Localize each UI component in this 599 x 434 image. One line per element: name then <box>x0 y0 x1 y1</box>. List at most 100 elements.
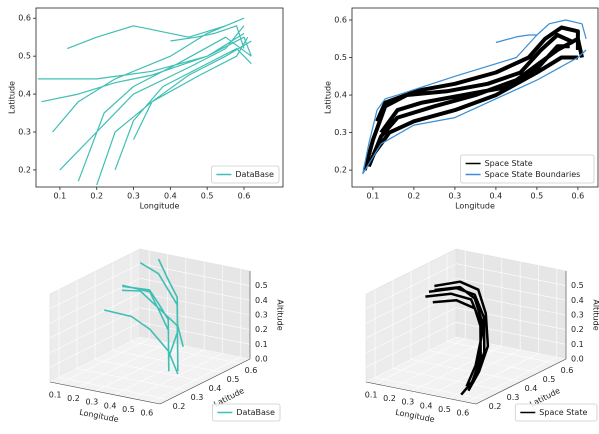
y-tick-label: 0.6 <box>245 366 258 375</box>
legend-label: Space State Boundaries <box>485 170 581 179</box>
legend-label: DataBase <box>235 170 274 179</box>
y-tick-label: 0.4 <box>334 91 347 100</box>
y-tick-label: 0.2 <box>173 402 186 411</box>
x-tick-label: 0.1 <box>367 192 380 201</box>
x-axis-line <box>49 381 161 405</box>
x-tick-label: 0.3 <box>449 192 462 201</box>
grid-line <box>392 368 504 391</box>
grid-line <box>139 278 251 301</box>
z-tick-label: 0.1 <box>255 340 268 349</box>
z-axis-label: Altitude <box>592 299 599 330</box>
grid-line <box>365 322 457 368</box>
x-axis-label: Longitude <box>455 202 495 211</box>
grid-line <box>428 350 540 373</box>
y-tick-label: 0.3 <box>507 393 520 402</box>
legend-box <box>211 403 281 422</box>
y-tick-label: 0.3 <box>18 128 31 137</box>
legend-label: Space State <box>485 159 533 168</box>
z-tick-label: 0.1 <box>571 340 584 349</box>
x-tick-label: 0.2 <box>67 394 80 403</box>
x-tick-label: 0.1 <box>49 390 62 399</box>
y-axis-label: Latitude <box>8 81 17 114</box>
series-line <box>37 17 252 186</box>
grid-line <box>49 322 141 368</box>
y-axis-line <box>159 358 251 405</box>
axes-frame <box>35 7 284 188</box>
y-tick-label: 0.5 <box>543 375 556 384</box>
x-tick-label: 0.2 <box>90 192 103 201</box>
grid-line <box>49 292 141 339</box>
y-tick-label: 0.3 <box>191 393 204 402</box>
grid-line <box>58 377 170 400</box>
grid-line <box>455 263 567 286</box>
axes-frame <box>351 7 599 188</box>
series-line <box>362 25 584 171</box>
grid-line <box>455 278 567 301</box>
grid-line <box>139 336 251 360</box>
z-tick-label: 0.2 <box>255 325 268 334</box>
legend: DataBase <box>211 403 281 422</box>
z-tick-label: 0.4 <box>571 296 584 305</box>
legend: DataBase <box>210 165 280 184</box>
grid-line <box>94 359 206 382</box>
x-axis-label: Longitude <box>140 202 180 211</box>
x-tick-label: 0.4 <box>420 401 433 410</box>
series-line <box>362 19 587 175</box>
y-tick-label: 0.3 <box>334 128 347 137</box>
x-tick-label: 0.2 <box>408 192 421 201</box>
grid-line <box>410 359 522 382</box>
x-tick-label: 0.4 <box>164 192 177 201</box>
x-tick-label: 0.5 <box>201 192 214 201</box>
y-axis-line <box>475 358 567 405</box>
grid-line <box>49 263 141 309</box>
grid-line <box>365 263 457 309</box>
z-tick-label: 0.3 <box>255 311 268 320</box>
y-tick-label: 0.2 <box>18 165 31 174</box>
legend: Space State <box>514 403 598 422</box>
grid-line <box>446 341 558 364</box>
y-tick-label: 0.6 <box>561 366 574 375</box>
x-tick-label: 0.6 <box>456 409 469 418</box>
grid-line <box>455 336 567 360</box>
y-tick-label: 0.4 <box>18 90 31 99</box>
series-line <box>425 280 490 396</box>
z-tick-label: 0.4 <box>255 296 268 305</box>
y-tick-label: 0.5 <box>227 375 240 384</box>
grid-line <box>139 263 251 286</box>
grid-line <box>365 336 457 383</box>
legend-box <box>460 154 595 184</box>
x-tick-label: 0.3 <box>127 192 140 201</box>
x-tick-label: 0.5 <box>438 405 451 414</box>
y-tick-label: 0.2 <box>334 166 347 175</box>
x-tick-label: 0.5 <box>531 192 544 201</box>
grid-line <box>139 307 251 330</box>
y-tick-label: 0.4 <box>525 384 538 393</box>
legend-box <box>210 165 280 184</box>
grid-line <box>374 377 486 400</box>
legend-label: Space State <box>539 408 587 417</box>
grid-line <box>455 322 567 345</box>
grid-line <box>365 307 457 353</box>
x-tick-label: 0.1 <box>54 192 67 201</box>
z-tick-label: 0.0 <box>571 355 584 364</box>
y-tick-label: 0.2 <box>489 402 502 411</box>
z-tick-label: 0.2 <box>571 325 584 334</box>
x-axis-line <box>365 381 477 405</box>
y-tick-label: 0.6 <box>18 14 31 23</box>
series-line <box>104 258 184 375</box>
x-tick-label: 0.5 <box>122 405 135 414</box>
x-tick-label: 0.2 <box>383 394 396 403</box>
legend-box <box>514 403 598 422</box>
y-tick-label: 0.6 <box>334 16 347 25</box>
grid-line <box>139 322 251 345</box>
legend-label: DataBase <box>236 408 275 417</box>
grid-line <box>139 292 251 316</box>
x-tick-label: 0.3 <box>85 398 98 407</box>
x-tick-label: 0.6 <box>140 409 153 418</box>
z-axis-label: Altitude <box>276 299 285 330</box>
x-tick-label: 0.3 <box>401 398 414 407</box>
grid-line <box>76 368 188 391</box>
legend: Space State Space State Boundaries <box>460 154 595 184</box>
y-tick-label: 0.5 <box>334 53 347 62</box>
x-tick-label: 0.1 <box>365 390 378 399</box>
